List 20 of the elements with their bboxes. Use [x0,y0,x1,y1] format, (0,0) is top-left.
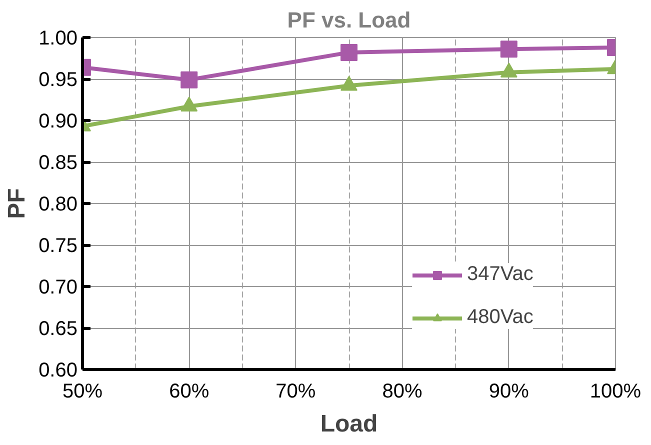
chart-title: PF vs. Load [287,8,411,32]
y-tick-label: 0.80 [38,194,78,216]
x-tick-label: 100% [590,380,642,402]
x-axis-title: Load [320,410,378,438]
y-tick-label: 0.65 [38,318,78,340]
y-tick-label: 1.00 [38,28,78,50]
x-tick-label: 80% [382,380,423,402]
x-tick-label: 70% [276,380,316,402]
y-tick-label: 0.95 [38,69,78,91]
y-tick-label: 0.75 [38,235,78,257]
x-tick-label: 90% [488,380,530,402]
x-tick-label: 50% [62,380,103,402]
y-tick-label: 0.70 [38,276,78,298]
legend-label: 347Vac [467,263,534,286]
x-tick-label: 60% [169,380,210,402]
y-tick-label: 0.90 [38,110,78,132]
y-axis-title: PF [4,188,31,219]
y-tick-label: 0.60 [38,360,78,382]
legend-label: 480Vac [467,306,534,329]
y-tick-label: 0.85 [38,152,78,174]
